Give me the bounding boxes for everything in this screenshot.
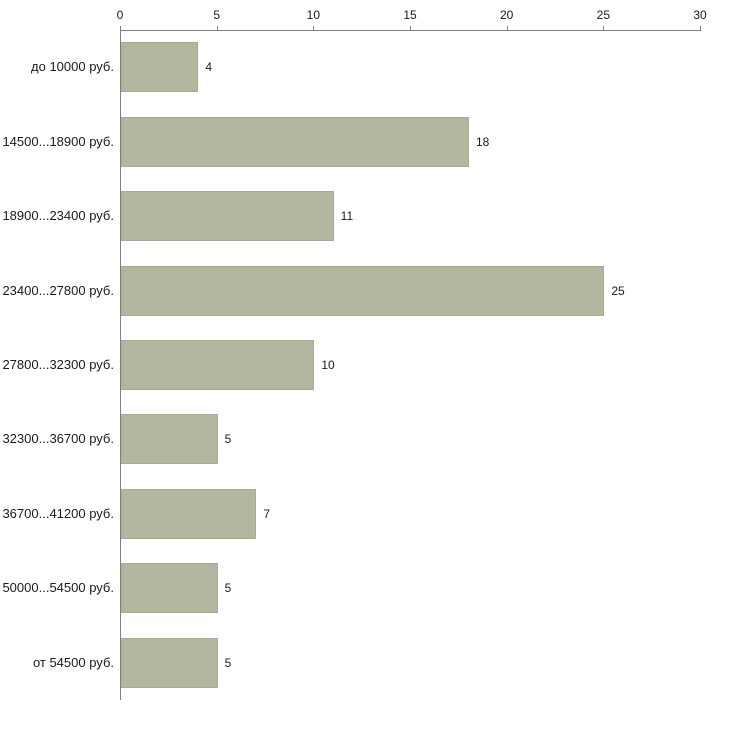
category-label: 27800...32300 руб.: [2, 357, 114, 372]
bar: [121, 340, 315, 390]
x-tick-label: 5: [213, 8, 220, 22]
x-tick-label: 20: [499, 8, 514, 22]
bar-value-label: 25: [611, 283, 625, 298]
bar-value-label: 10: [321, 358, 335, 372]
x-tick-label: 15: [403, 8, 417, 22]
bar-value-label: 4: [205, 60, 213, 75]
category-label: 14500...18900 руб.: [2, 133, 114, 149]
x-tick-mark: [216, 26, 218, 30]
bar: [121, 414, 218, 465]
category-label: до 10000 руб.: [31, 59, 114, 75]
x-tick-mark: [313, 26, 315, 30]
category-label: 23400...27800 руб.: [2, 282, 114, 298]
x-tick-label: 10: [306, 8, 321, 22]
bar: [121, 265, 605, 316]
category-label: 18900...23400 руб.: [2, 208, 114, 224]
x-axis-line: [120, 30, 701, 31]
bar: [121, 488, 257, 539]
x-tick-label: 0: [116, 8, 124, 22]
category-label: 36700...41200 руб.: [2, 505, 114, 521]
x-tick-mark: [506, 26, 508, 30]
bar-value-label: 11: [340, 209, 354, 224]
category-label: 50000...54500 руб.: [2, 580, 114, 596]
x-tick-mark: [603, 26, 605, 30]
bar: [121, 563, 218, 614]
y-axis-line: [120, 30, 121, 700]
x-tick-mark: [700, 26, 701, 30]
bar-value-label: 7: [263, 506, 271, 521]
bar: [121, 191, 334, 242]
category-label: от 54500 руб.: [32, 654, 114, 670]
bar-value-label: 5: [224, 655, 232, 670]
bar-value-label: 5: [224, 581, 232, 596]
x-tick-mark: [120, 26, 121, 30]
bar-value-label: 18: [476, 134, 490, 149]
x-tick-mark: [410, 26, 411, 30]
bar: [121, 116, 469, 167]
bar: [121, 42, 199, 93]
x-tick-label: 25: [596, 8, 611, 22]
bar: [121, 637, 218, 688]
category-label: 32300...36700 руб.: [2, 431, 114, 447]
bar-value-label: 5: [224, 432, 232, 447]
x-tick-label: 30: [693, 8, 707, 22]
